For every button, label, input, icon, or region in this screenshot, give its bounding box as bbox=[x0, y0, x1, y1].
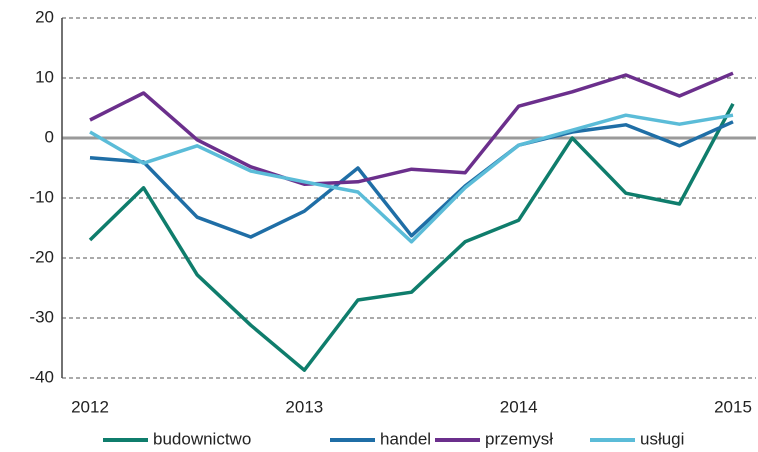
series-line bbox=[89, 71, 734, 186]
series-line bbox=[89, 113, 734, 244]
series-line bbox=[89, 120, 734, 239]
legend-label: budownictwo bbox=[153, 429, 251, 448]
y-tick-label: 10 bbox=[35, 67, 54, 86]
y-tick-label: 20 bbox=[35, 7, 54, 26]
series-line bbox=[88, 102, 735, 372]
y-tick-label: -40 bbox=[29, 367, 54, 386]
y-tick-label: -20 bbox=[29, 247, 54, 266]
x-tick-label: 2012 bbox=[71, 397, 109, 416]
legend-label: przemysł bbox=[485, 429, 553, 448]
y-tick-label: 0 bbox=[45, 127, 54, 146]
y-tick-label: -30 bbox=[29, 307, 54, 326]
legend-label: usługi bbox=[640, 429, 684, 448]
x-tick-label: 2015 bbox=[714, 397, 752, 416]
x-tick-label: 2014 bbox=[500, 397, 538, 416]
legend-label: handel bbox=[380, 429, 431, 448]
x-tick-label: 2013 bbox=[285, 397, 323, 416]
y-tick-label: -10 bbox=[29, 187, 54, 206]
